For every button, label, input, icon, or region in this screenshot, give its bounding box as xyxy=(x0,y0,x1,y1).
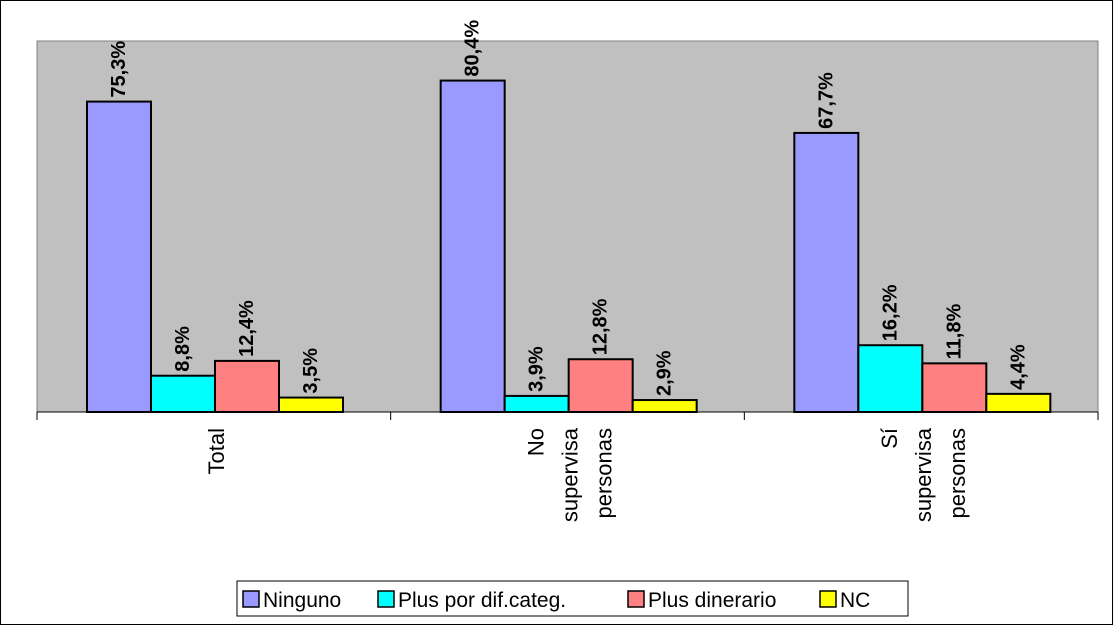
category-tick-label: personas xyxy=(592,428,617,519)
bar-value-label: 12,8% xyxy=(590,298,612,355)
legend-label: Plus dinerario xyxy=(648,589,776,612)
bar xyxy=(439,79,506,413)
bar-value-label: 4,4% xyxy=(1007,344,1029,390)
legend: Ninguno Plus por dif.categ. Plus dinerario… xyxy=(236,580,909,617)
bar-value-label: 2,9% xyxy=(654,350,676,396)
bar xyxy=(985,392,1052,413)
bar-value-label: 8,8% xyxy=(172,326,194,372)
bar-value-label: 80,4% xyxy=(462,20,484,77)
x-axis: Total No supervisa personas Sí supervisa perso… xyxy=(36,411,1099,522)
category-tick-label: supervisa xyxy=(558,427,583,522)
bar xyxy=(86,100,152,413)
category-tick-label: Total xyxy=(204,428,229,474)
bar xyxy=(793,131,860,413)
legend-swatch xyxy=(627,590,645,608)
legend-box xyxy=(236,580,909,617)
bar-value-label: 11,8% xyxy=(943,304,965,360)
value-labels-layer: 75,3% 8,8% 12,4% 3,5% 80,4% 3,9% 12,8% 2,9% 67,7… xyxy=(108,20,1029,396)
category-tick-label: Sí xyxy=(877,428,902,449)
bar xyxy=(631,399,698,414)
legend-swatch xyxy=(242,590,260,608)
category-tick-label: No xyxy=(524,428,549,456)
legend-swatch xyxy=(819,590,837,608)
bar-value-label: 67,7% xyxy=(815,72,837,129)
bar xyxy=(214,359,280,413)
bar xyxy=(503,394,570,414)
bar-value-label: 12,4% xyxy=(236,300,258,357)
bar xyxy=(278,396,344,414)
category-tick-label: supervisa xyxy=(911,427,936,522)
legend-swatch xyxy=(377,590,395,608)
legend-label: Ninguno xyxy=(263,589,341,612)
category-tick-label: personas xyxy=(945,428,970,519)
bar-value-label: 75,3% xyxy=(108,41,130,98)
bar xyxy=(150,374,216,414)
bar xyxy=(921,362,988,414)
bars-layer xyxy=(86,79,1052,414)
bar-value-label: 3,5% xyxy=(300,348,322,394)
legend-label: Plus por dif.categ. xyxy=(398,589,566,612)
bar-value-label: 3,9% xyxy=(526,346,548,392)
bar-value-label: 16,2% xyxy=(879,284,901,341)
legend-label: NC xyxy=(840,589,870,612)
bar xyxy=(857,344,924,413)
bar xyxy=(567,358,634,414)
plot-area xyxy=(36,40,1099,413)
